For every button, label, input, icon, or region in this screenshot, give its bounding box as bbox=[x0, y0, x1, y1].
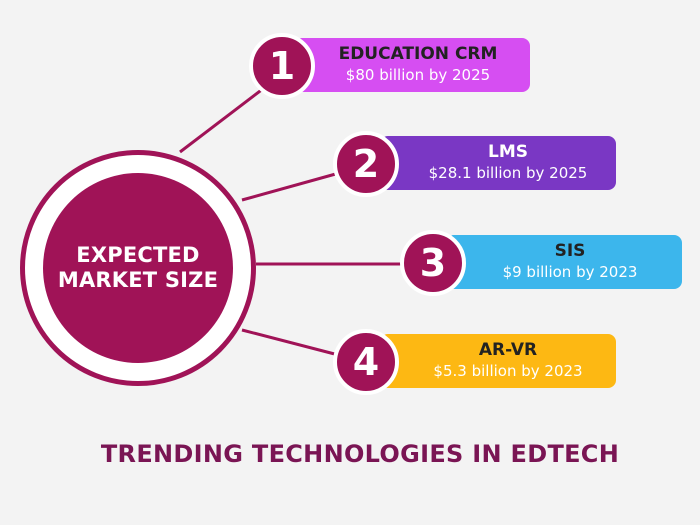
item-title: SIS bbox=[554, 241, 586, 261]
item-value: $80 billion by 2025 bbox=[345, 66, 491, 84]
number-badge: 2 bbox=[333, 131, 399, 197]
center-circle: EXPECTED MARKET SIZE bbox=[20, 150, 256, 386]
number-badge: 4 bbox=[333, 329, 399, 395]
item-title: LMS bbox=[488, 142, 528, 162]
number-badge: 3 bbox=[400, 230, 466, 296]
item-title: AR-VR bbox=[478, 340, 538, 360]
connector-line-4 bbox=[241, 328, 351, 360]
item-value: $9 billion by 2023 bbox=[502, 263, 638, 281]
item-title: EDUCATION CRM bbox=[338, 44, 498, 64]
label-box-ar-vr: AR-VR $5.3 billion by 2023 bbox=[380, 334, 616, 388]
footer-title: TRENDING TECHNOLOGIES IN EDTECH bbox=[100, 440, 620, 468]
number-badge: 1 bbox=[249, 33, 315, 99]
connector-line-2 bbox=[241, 168, 351, 202]
label-box-sis: SIS $9 billion by 2023 bbox=[446, 235, 682, 289]
label-box-lms: LMS $28.1 billion by 2025 bbox=[380, 136, 616, 190]
center-inner-circle: EXPECTED MARKET SIZE bbox=[43, 173, 233, 363]
center-title-line-2: MARKET SIZE bbox=[57, 268, 219, 292]
item-value: $5.3 billion by 2023 bbox=[433, 362, 583, 380]
label-box-education-crm: EDUCATION CRM $80 billion by 2025 bbox=[294, 38, 530, 92]
item-value: $28.1 billion by 2025 bbox=[428, 164, 588, 182]
connector-line-1 bbox=[179, 83, 269, 154]
center-title-line-1: EXPECTED bbox=[76, 243, 200, 267]
